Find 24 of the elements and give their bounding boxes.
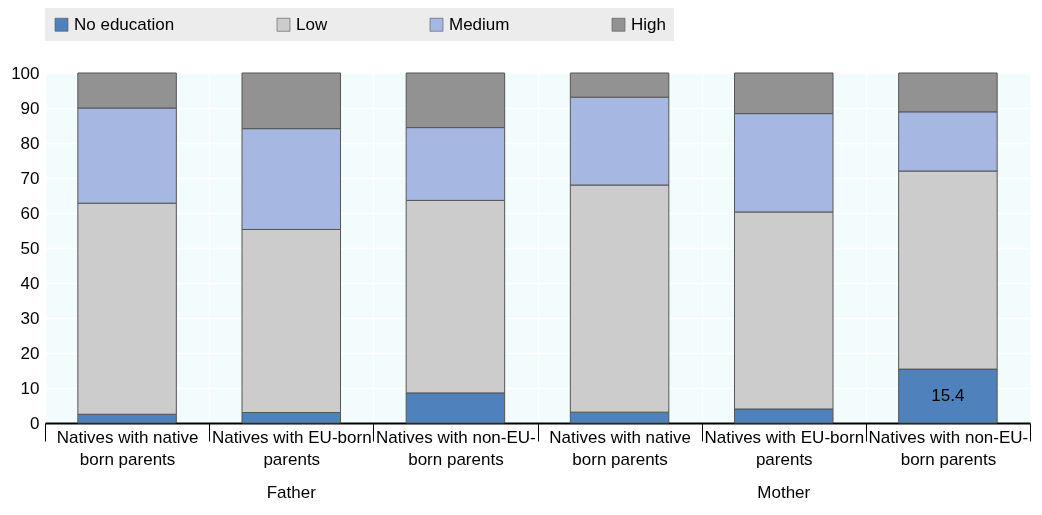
y-tick-label: 50 <box>20 238 40 258</box>
legend-label: Low <box>296 14 328 34</box>
y-tick-label: 40 <box>20 273 40 293</box>
legend-label: High <box>631 14 666 34</box>
text: Father <box>266 483 317 502</box>
y-tick-label: 0 <box>30 413 40 433</box>
legend-label: No education <box>74 14 175 34</box>
y-tick-label: 100 <box>11 63 40 83</box>
x-tick-label: Natives with non-EU-born parents <box>868 427 1029 469</box>
y-tick-label: 80 <box>20 133 40 153</box>
y-tick-label: 10 <box>20 378 40 398</box>
x-tick-label: Natives with native born parents <box>56 427 199 469</box>
x-tick-label: Natives with non-EU-born parents <box>376 427 536 469</box>
y-tick-label: 70 <box>20 168 40 188</box>
x-tick-label: Natives with native born parents <box>549 427 691 469</box>
y-tick-label: 30 <box>20 308 40 328</box>
x-tick-label: Natives with EU-born parents <box>704 427 865 469</box>
text: Mother <box>757 483 811 502</box>
data-label: 15.4 <box>931 386 965 406</box>
x-tick-label: Natives with EU-born parents <box>211 427 372 469</box>
y-tick-label: 60 <box>20 203 40 223</box>
y-tick-label: 20 <box>20 343 40 363</box>
y-tick-label: 90 <box>20 98 40 118</box>
legend-label: Medium <box>449 14 510 34</box>
